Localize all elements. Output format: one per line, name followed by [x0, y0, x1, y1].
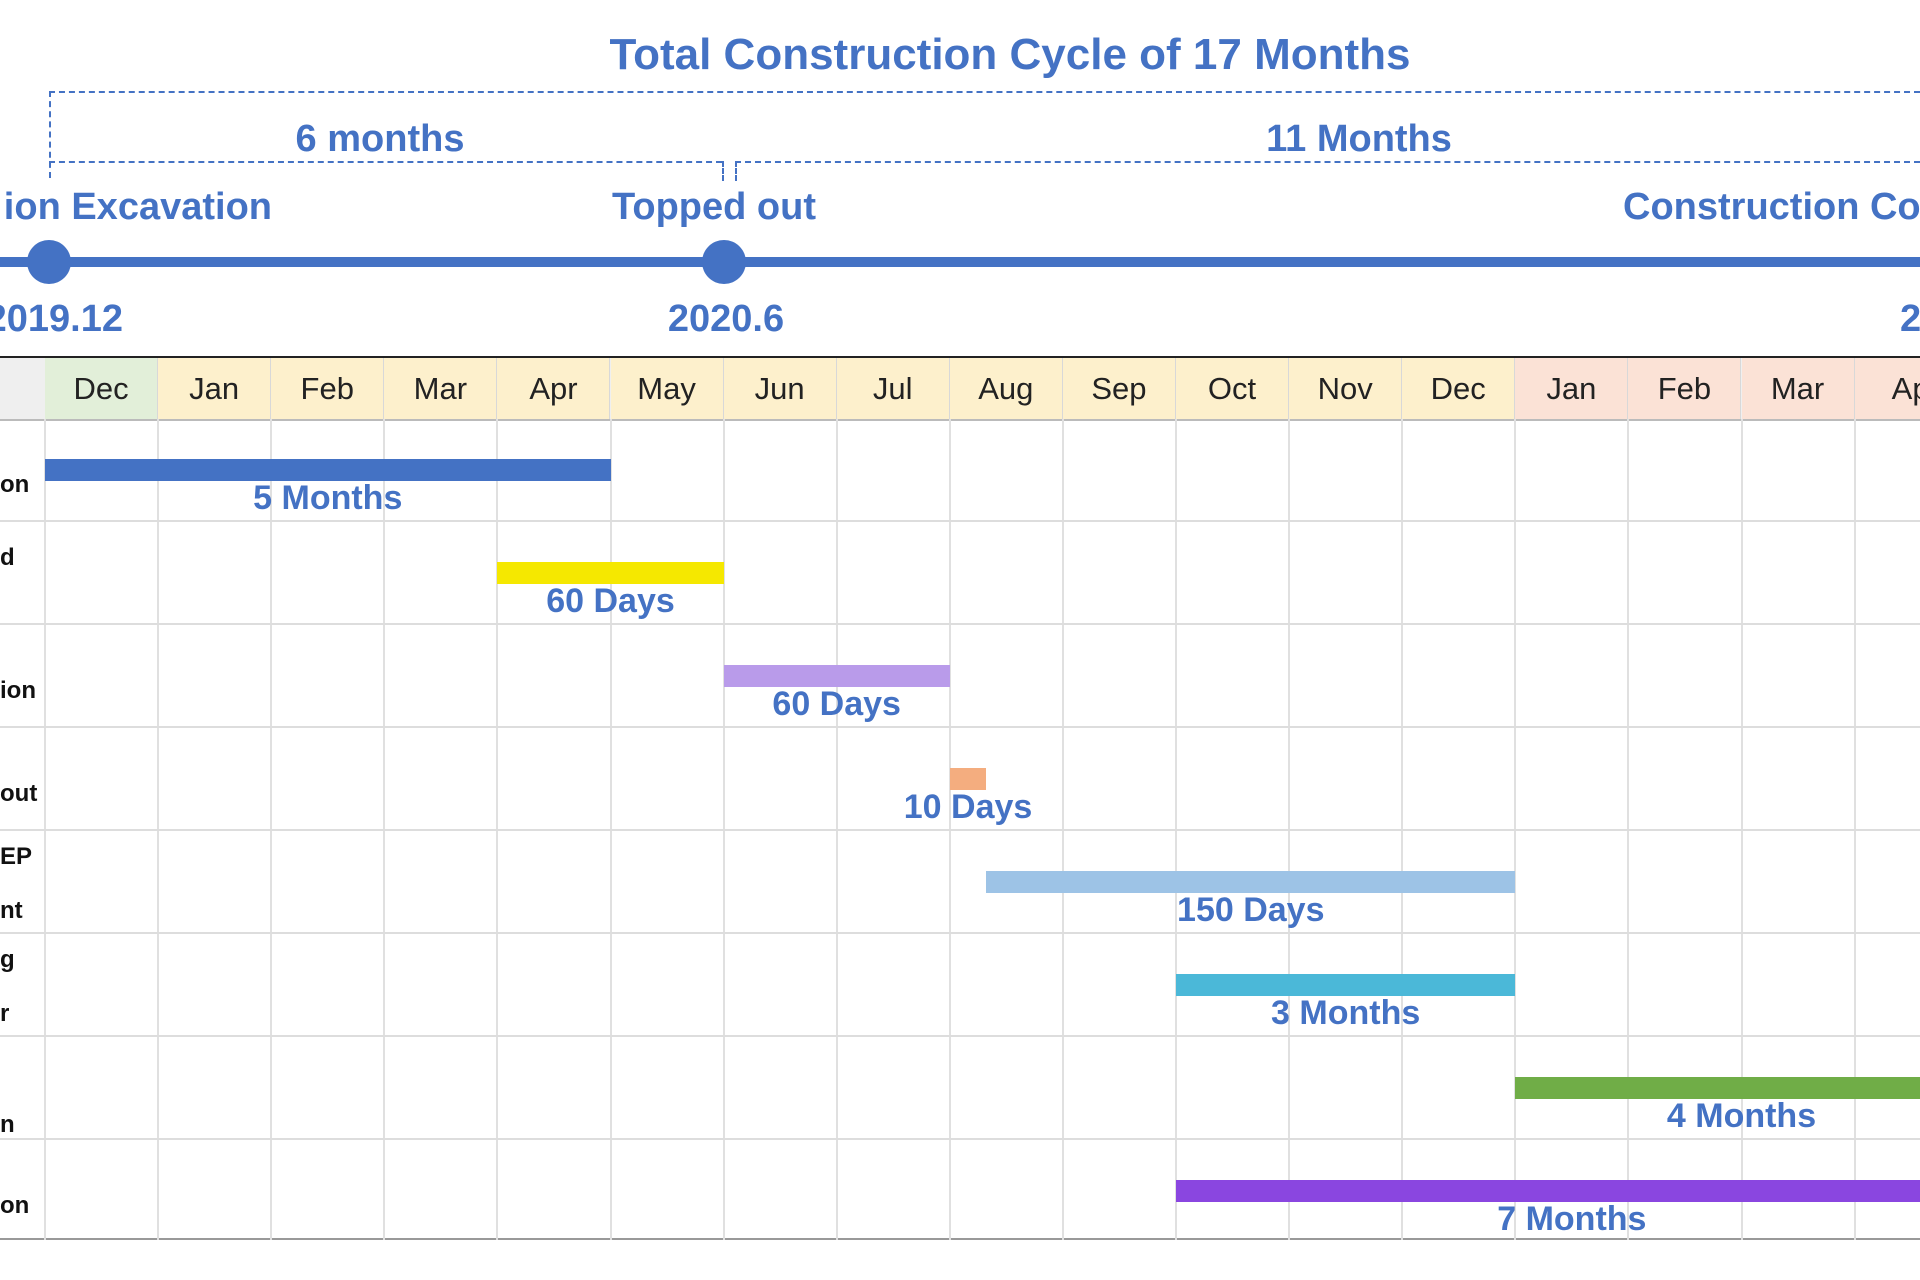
task-bar [45, 459, 611, 481]
task-label: nt [0, 897, 23, 924]
gantt-grid: Dec Jan Feb Mar Apr May Jun Jul Aug Sep Oct Nov Dec J… [0, 356, 1920, 1240]
month-header: Sep [1062, 358, 1176, 419]
task-label: out [0, 780, 38, 807]
month-header: Apr [497, 358, 611, 419]
task-label: on [0, 471, 30, 498]
month-header-row: Dec Jan Feb Mar Apr May Jun Jul Aug Sep Oct Nov Dec J… [0, 356, 1920, 421]
task-label: g [0, 946, 15, 973]
month-header: Feb [1628, 358, 1742, 419]
milestone-1-label: ion Excavation [3, 186, 272, 228]
duration-label: 150 Days [1177, 891, 1325, 929]
milestone-2-label: Topped out [611, 186, 817, 228]
total-bracket-left [49, 91, 51, 178]
milestone-2-date: 2020.6 [667, 298, 785, 340]
month-header: Jun [723, 358, 837, 419]
task-bar [723, 665, 950, 687]
milestone-1-dot [27, 240, 71, 284]
duration-label: 3 Months [1271, 994, 1421, 1032]
duration-label: 5 Months [253, 479, 403, 517]
phase-2-bracket-left [735, 161, 737, 181]
task-label: ion [0, 677, 36, 704]
task-row: EP nt 150 Days [0, 831, 1920, 934]
duration-label: 10 Days [903, 788, 1033, 826]
task-bar [497, 562, 724, 584]
month-header: Mar [384, 358, 498, 419]
month-header: Feb [271, 358, 385, 419]
month-header: Jul [836, 358, 950, 419]
month-header: May [610, 358, 724, 419]
month-header: Jan [1515, 358, 1629, 419]
month-header: Nov [1289, 358, 1403, 419]
duration-label: 60 Days [772, 685, 901, 723]
month-header: Dec [45, 358, 159, 419]
duration-label: 60 Days [546, 582, 675, 620]
task-row: ion 60 Days [0, 625, 1920, 728]
task-label: n [0, 1111, 15, 1138]
phase-2-bracket [735, 161, 1920, 163]
duration-label: 7 Months [1497, 1200, 1647, 1238]
month-header: Aug [949, 358, 1063, 419]
task-row: d 60 Days [0, 522, 1920, 625]
task-bar [949, 768, 987, 790]
phase-1-bracket [49, 161, 722, 163]
milestone-3-date: 2 [1900, 298, 1920, 340]
task-label: r [0, 1000, 10, 1027]
phase-1-bracket-right [722, 161, 724, 181]
task-bar [1176, 974, 1516, 996]
month-header: Oct [1176, 358, 1290, 419]
task-row: out 10 Days [0, 728, 1920, 831]
task-bar [1176, 1180, 1920, 1202]
milestone-2-dot [702, 240, 746, 284]
grid-bottom-border [0, 1238, 1920, 1240]
month-header: Ap [1854, 358, 1920, 419]
timeline-line [0, 257, 1920, 267]
month-header: Mar [1741, 358, 1855, 419]
task-bar [986, 871, 1516, 893]
task-label: EP [0, 843, 33, 870]
task-row: n 4 Months [0, 1037, 1920, 1140]
milestone-1-date: 2019.12 [0, 298, 123, 340]
task-row: on 5 Months [0, 419, 1920, 522]
task-bar [1515, 1077, 1920, 1099]
milestone-3-label: Construction Co [1623, 186, 1920, 228]
duration-label: 4 Months [1666, 1097, 1817, 1135]
month-header: Jan [158, 358, 272, 419]
phase-1-label: 6 months [295, 118, 465, 160]
chart-title: Total Construction Cycle of 17 Months [609, 30, 1411, 79]
total-bracket [49, 91, 1920, 93]
task-label: d [0, 544, 15, 571]
task-label: on [0, 1192, 30, 1219]
task-row: on 7 Months [0, 1140, 1920, 1240]
phase-2-label: 11 Months [1266, 118, 1452, 160]
month-header: Dec [1402, 358, 1516, 419]
